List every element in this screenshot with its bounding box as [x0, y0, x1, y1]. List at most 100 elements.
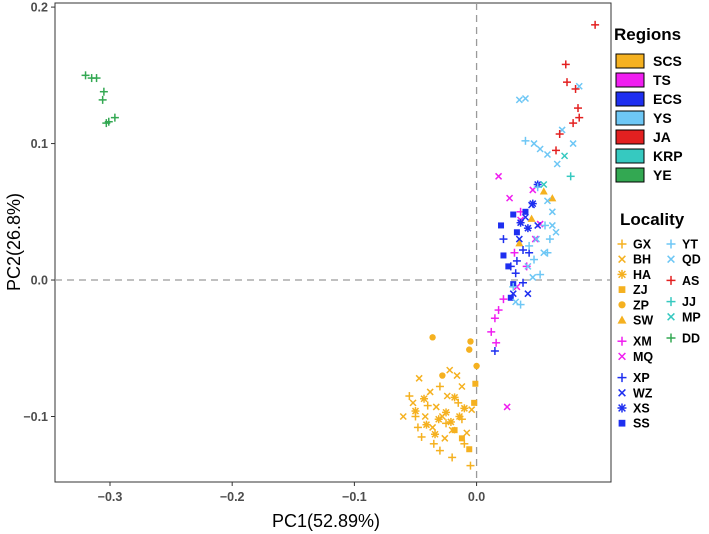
plot-panel	[54, 2, 612, 483]
regions-legend-title: Regions	[614, 25, 681, 44]
data-point	[563, 78, 572, 87]
x-tick-label: −0.3	[98, 490, 123, 504]
locality-label: SW	[633, 314, 653, 328]
locality-label: QD	[682, 253, 701, 267]
region-swatch	[615, 110, 645, 126]
region-label: ECS	[653, 91, 682, 107]
data-point	[466, 346, 473, 353]
data-point	[509, 282, 518, 291]
locality-marker	[618, 255, 626, 264]
locality-marker	[617, 403, 627, 413]
locality-marker	[667, 255, 675, 264]
locality-label: ZJ	[633, 283, 648, 297]
locality-label: XS	[633, 402, 650, 416]
data-point	[455, 412, 464, 421]
data-point	[506, 194, 514, 202]
locality-label: BH	[633, 253, 651, 267]
data-point	[499, 295, 508, 304]
locality-label: AS	[682, 274, 699, 288]
data-point	[525, 248, 534, 257]
data-point	[453, 372, 461, 380]
locality-label: XM	[633, 335, 652, 349]
regions-legend: Regions SCS TS ECS YS JA KRP YE	[614, 25, 683, 183]
data-point	[540, 249, 548, 257]
data-point	[571, 84, 580, 93]
data-point	[417, 432, 426, 441]
y-tick-label: 0.0	[31, 274, 48, 288]
locality-label: MQ	[633, 350, 653, 364]
series-gx	[405, 382, 475, 470]
data-point	[494, 306, 503, 315]
locality-marker	[666, 239, 676, 249]
data-point	[516, 218, 525, 227]
x-tick-label: −0.1	[342, 490, 367, 504]
data-point	[522, 262, 531, 271]
data-point	[545, 235, 554, 244]
data-point	[510, 248, 519, 257]
locality-legend-title: Locality	[620, 210, 685, 229]
data-point	[548, 208, 556, 216]
locality-marker	[618, 352, 626, 361]
region-label: SCS	[653, 53, 682, 69]
data-point	[513, 229, 520, 236]
data-point	[553, 160, 561, 168]
data-point	[443, 392, 451, 400]
data-point	[523, 224, 532, 233]
data-point	[543, 197, 551, 205]
data-point	[530, 255, 539, 264]
data-point	[439, 372, 446, 379]
data-point	[561, 60, 570, 69]
series-ha	[411, 393, 469, 439]
data-point	[99, 87, 108, 96]
locality-marker	[666, 333, 676, 343]
data-point	[98, 95, 107, 104]
data-point	[92, 74, 101, 83]
locality-marker	[617, 239, 627, 249]
data-point	[515, 239, 524, 247]
region-swatch	[615, 72, 645, 88]
region-swatch	[615, 53, 645, 69]
data-point	[507, 294, 514, 301]
data-point	[466, 446, 473, 453]
data-point	[574, 104, 583, 113]
data-point	[458, 435, 465, 442]
data-point	[490, 346, 499, 355]
data-point	[500, 252, 507, 259]
locality-label: WZ	[633, 386, 653, 400]
data-point	[446, 417, 455, 426]
data-point	[499, 235, 508, 244]
series-qd	[512, 82, 583, 306]
locality-marker	[666, 297, 676, 307]
data-point	[541, 221, 550, 230]
locality-marker	[618, 388, 626, 397]
data-point	[446, 366, 454, 374]
series-mp	[540, 152, 569, 189]
locality-label: MP	[682, 310, 701, 324]
series-xm	[487, 207, 531, 347]
locality-marker	[618, 286, 626, 293]
data-point	[429, 423, 437, 431]
series-sw	[515, 187, 557, 247]
locality-marker	[617, 315, 627, 324]
locality-label: XP	[633, 371, 650, 385]
data-point	[415, 374, 423, 382]
data-point	[435, 382, 444, 391]
data-point	[467, 338, 474, 345]
plot-border	[54, 2, 612, 483]
data-point	[522, 208, 529, 215]
data-point	[451, 427, 458, 434]
data-point	[530, 140, 538, 148]
data-point	[405, 392, 414, 401]
x-axis-title: PC1(52.89%)	[272, 511, 380, 531]
data-point	[472, 380, 479, 387]
data-point	[543, 150, 551, 159]
data-point	[487, 327, 496, 336]
data-point	[411, 407, 420, 416]
data-point	[442, 408, 451, 417]
data-point	[534, 221, 542, 229]
scatter-points	[81, 20, 600, 470]
data-point	[525, 241, 534, 250]
data-point	[569, 140, 577, 148]
data-point	[463, 429, 471, 437]
data-point	[529, 273, 537, 281]
